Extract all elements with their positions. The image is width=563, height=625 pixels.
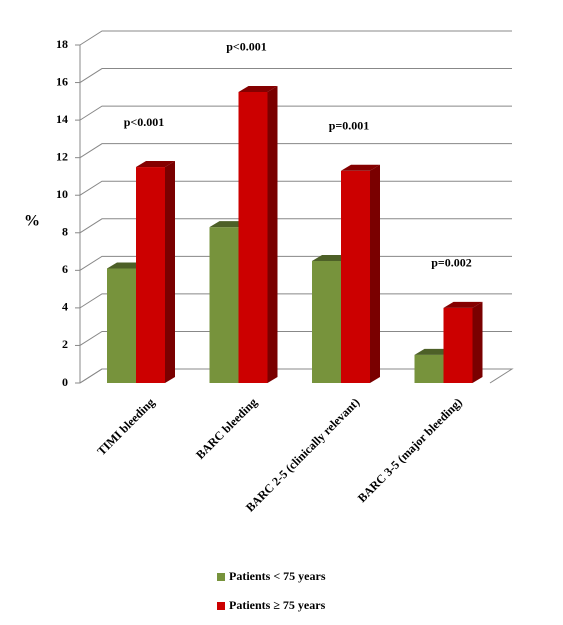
- x-tick-label: TIMI bleeding: [94, 395, 157, 458]
- bar: [341, 170, 370, 383]
- y-axis-label: %: [24, 213, 40, 230]
- grid-line: [79, 30, 512, 46]
- x-tick-label: BARC 2-5 (clinically relevant): [243, 395, 362, 514]
- x-tick-label: BARC 3-5 (major bleeding): [355, 395, 465, 505]
- x-tick-label: BARC bleeding: [193, 395, 260, 462]
- bar-top: [136, 161, 175, 168]
- legend-label: Patients ≥ 75 years: [229, 598, 326, 612]
- annotation: p=0.001: [329, 119, 370, 133]
- bar-side: [472, 301, 483, 383]
- y-tick-label: 2: [62, 337, 68, 351]
- bar: [443, 307, 473, 383]
- y-tick-label: 14: [56, 112, 68, 126]
- y-tick-label: 10: [56, 187, 68, 201]
- annotation: p<0.001: [124, 115, 165, 129]
- y-tick-label: 16: [56, 74, 68, 88]
- annotation: p=0.002: [431, 256, 472, 270]
- legend-swatch: [217, 602, 225, 610]
- y-tick-label: 8: [62, 225, 68, 239]
- bar: [312, 260, 341, 383]
- grid-line: [79, 105, 512, 121]
- legend-swatch: [217, 573, 225, 581]
- annotation: p<0.001: [226, 40, 267, 54]
- bar: [414, 354, 444, 383]
- bar-top: [238, 85, 278, 92]
- bar-top: [443, 301, 483, 308]
- y-tick-label: 4: [62, 300, 68, 314]
- y-tick-label: 12: [56, 149, 68, 163]
- bar-top: [341, 164, 380, 171]
- bar: [238, 91, 268, 383]
- bar-side: [370, 164, 380, 383]
- legend-label: Patients < 75 years: [229, 569, 326, 583]
- bar: [107, 268, 136, 383]
- y-tick-label: 6: [62, 262, 68, 276]
- bar-side: [267, 85, 278, 383]
- bar: [136, 167, 165, 383]
- y-tick-label: 0: [62, 375, 68, 389]
- bar-side: [165, 161, 175, 383]
- bar: [209, 227, 239, 383]
- grid-line: [79, 68, 512, 83]
- grid-line: [79, 143, 512, 159]
- y-tick-label: 18: [56, 37, 68, 51]
